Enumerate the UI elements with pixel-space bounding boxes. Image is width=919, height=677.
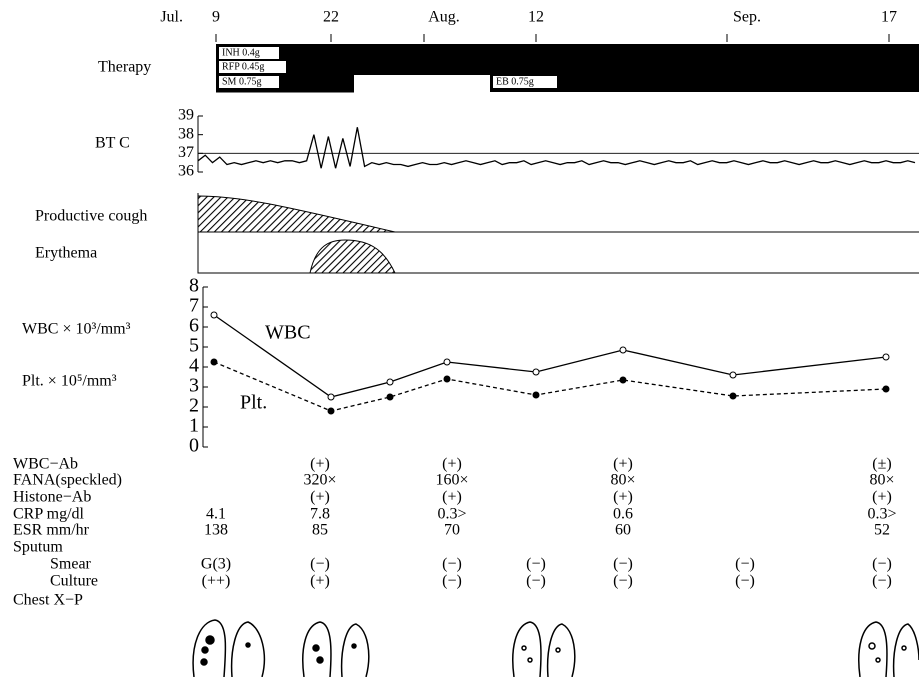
row-label: Smear: [50, 556, 92, 573]
y-tick-label: 1: [189, 415, 199, 437]
cell: (−): [872, 556, 892, 573]
y-tick-label: 39: [178, 107, 194, 124]
row-label: Culture: [50, 573, 98, 590]
data-point: [387, 394, 393, 400]
cell: (−): [613, 573, 633, 590]
cell: (+): [310, 489, 330, 506]
cell: 0.6: [613, 506, 633, 523]
cell: G(3): [201, 556, 231, 573]
y-tick-label: 36: [178, 163, 194, 180]
timeline-label: Sep.: [733, 9, 761, 26]
y-tick-label: 5: [189, 335, 199, 357]
data-point: [211, 312, 217, 318]
data-point: [620, 377, 626, 383]
data-point: [444, 359, 450, 365]
data-point: [211, 359, 217, 365]
timeline-label: 12: [528, 9, 544, 26]
y-tick-label: 3: [189, 375, 199, 397]
cell: (−): [613, 556, 633, 573]
y-tick-label: 6: [189, 315, 199, 337]
symptom-label: Erythema: [35, 245, 97, 262]
drug: EB 0.75g: [496, 76, 534, 87]
cell: (−): [442, 556, 462, 573]
chest-xray-sketches: [193, 620, 919, 677]
data-point: [328, 394, 334, 400]
data-point: [620, 347, 626, 353]
series-label: WBC: [265, 322, 311, 344]
cell: (+): [442, 489, 462, 506]
data-point: [883, 386, 889, 392]
cell: 80×: [610, 472, 635, 489]
cell: (+): [310, 573, 330, 590]
y-tick-label: 4: [189, 355, 199, 377]
data-point: [328, 408, 334, 414]
drug: SM 0.75g: [222, 76, 261, 87]
cell: (−): [526, 573, 546, 590]
timeline-label: Jul.: [160, 9, 183, 26]
row-label: FANA(speckled): [13, 472, 122, 489]
data-point: [730, 393, 736, 399]
cell: 7.8: [310, 506, 330, 523]
therapy-bars: [216, 44, 919, 92]
cell: (−): [310, 556, 330, 573]
cell: (+): [613, 489, 633, 506]
cell: 160×: [435, 472, 468, 489]
series-label: Plt.: [240, 392, 267, 414]
data-point: [730, 372, 736, 378]
cell: 0.3>: [867, 506, 896, 523]
cell: (+): [872, 489, 892, 506]
cell: 85: [312, 522, 328, 539]
cell: (++): [202, 573, 231, 590]
clinical-course: Therapy INH 0.4g RFP 0.45g SM 0.75g EB 0…: [0, 0, 919, 677]
data-point: [533, 392, 539, 398]
timeline-label: 17: [881, 9, 897, 26]
symptom-panels: [198, 193, 919, 273]
drug: RFP 0.45g: [222, 61, 264, 72]
y-axis-label: WBC × 10³/mm³: [22, 321, 131, 338]
row-label: WBC−Ab: [13, 456, 78, 473]
data-point: [387, 379, 393, 385]
cell: 138: [204, 522, 228, 539]
cell: 0.3>: [437, 506, 466, 523]
y-axis-label: Plt. × 10⁵/mm³: [22, 373, 117, 390]
row-label: ESR mm/hr: [13, 522, 90, 539]
row-label: Sputum: [13, 539, 63, 556]
therapy-label: Therapy: [98, 59, 151, 76]
timeline-label: Aug.: [428, 9, 460, 26]
cell: (−): [735, 573, 755, 590]
cell: (±): [872, 456, 891, 473]
drug: INH 0.4g: [222, 47, 260, 58]
y-tick-label: 7: [189, 295, 199, 317]
data-point: [444, 376, 450, 382]
cell: 320×: [303, 472, 336, 489]
y-tick-label: 38: [178, 125, 194, 142]
data-point: [883, 354, 889, 360]
timeline-label: 22: [323, 9, 339, 26]
row-label: Chest X−P: [13, 592, 83, 609]
cell: (+): [613, 456, 633, 473]
series-line: [214, 315, 886, 397]
symptom-label: Productive cough: [35, 208, 147, 225]
cell: 70: [444, 522, 460, 539]
y-axis-label: BT C: [95, 135, 130, 152]
cell: (−): [526, 556, 546, 573]
cell: 80×: [869, 472, 894, 489]
series-line: [198, 127, 915, 168]
cell: (−): [872, 573, 892, 590]
cell: (+): [442, 456, 462, 473]
row-label: CRP mg/dl: [13, 506, 85, 523]
y-tick-label: 2: [189, 395, 199, 417]
row-label: Histone−Ab: [13, 489, 91, 506]
y-tick-label: 37: [178, 144, 194, 161]
timeline-label: 9: [212, 9, 220, 26]
y-tick-label: 8: [189, 275, 199, 297]
cell: 52: [874, 522, 890, 539]
y-tick-label: 0: [189, 435, 199, 457]
cell: 60: [615, 522, 631, 539]
data-point: [533, 369, 539, 375]
cell: (+): [310, 456, 330, 473]
cell: (−): [735, 556, 755, 573]
cell: 4.1: [206, 506, 226, 523]
cell: (−): [442, 573, 462, 590]
